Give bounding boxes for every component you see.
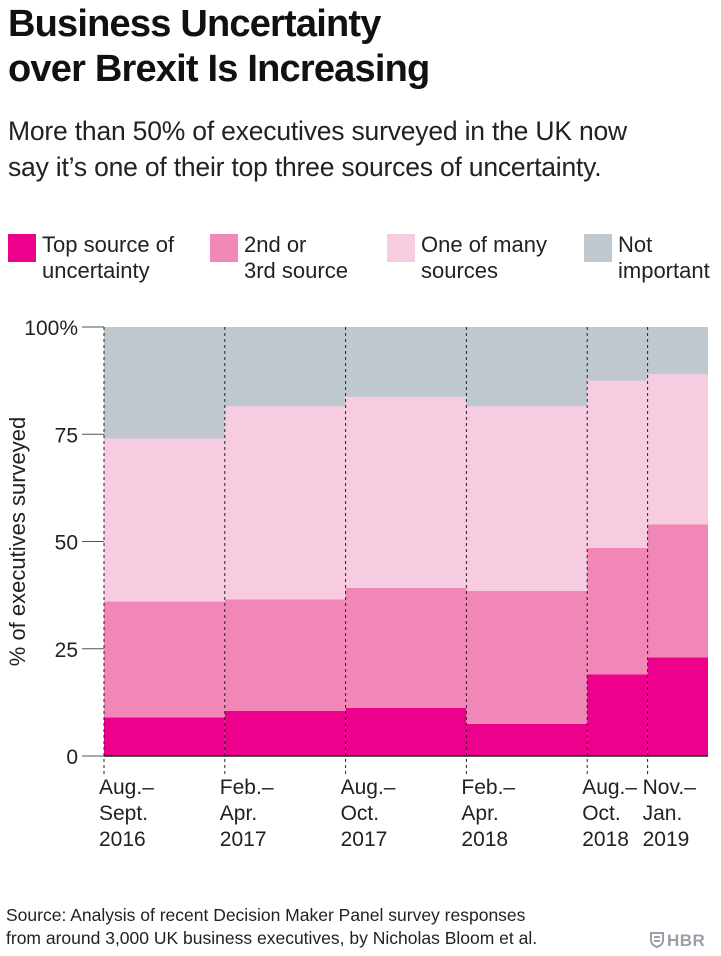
legend-label-line: One of many: [421, 232, 547, 257]
bar-segment-top-source-of-uncertainty: [466, 723, 588, 756]
legend-label-not-important: Not important: [618, 232, 710, 284]
bar-segment-not-important: [345, 327, 467, 397]
legend-label-line: sources: [421, 258, 499, 283]
bar-segment-one-of-many-sources: [345, 396, 467, 588]
legend-label-one-of-many: One of many sources: [421, 232, 547, 284]
chart-area: % of executives surveyed 0 25 50 75 100% Aug.–…: [0, 300, 721, 860]
title-line-2: over Brexit Is Increasing: [8, 48, 430, 90]
legend-swatch-2nd-3rd-source: [210, 234, 238, 262]
x-tick-label: Aug.–: [99, 776, 154, 799]
legend-label-line: uncertainty: [42, 258, 150, 283]
legend: Top source of uncertainty 2nd or 3rd sou…: [0, 232, 721, 292]
bar-segment-not-important: [466, 327, 588, 407]
x-tick-label: Feb.–: [461, 776, 515, 799]
bar-segment-not-important: [104, 327, 225, 439]
legend-swatch-one-of-many: [387, 234, 415, 262]
y-axis-title: % of executives surveyed: [5, 417, 30, 666]
legend-label-line: important: [618, 258, 710, 283]
bar-segment-2nd-or-3rd-source: [587, 547, 648, 675]
hbr-logo: HBR: [650, 931, 705, 951]
legend-label-line: Top source of: [42, 232, 175, 257]
chart-title: Business Uncertainty over Brexit Is Incr…: [8, 2, 708, 92]
chart-subtitle: More than 50% of executives surveyed in …: [8, 113, 720, 185]
legend-label-line: 2nd or: [244, 232, 307, 257]
source-note: Source: Analysis of recent Decision Make…: [6, 904, 646, 950]
bar-segment-2nd-or-3rd-source: [104, 601, 225, 718]
legend-label-2nd-3rd-source: 2nd or 3rd source: [244, 232, 348, 284]
brand-text: HBR: [667, 931, 706, 950]
x-tick-label: Oct.: [341, 802, 380, 825]
source-line-1: Source: Analysis of recent Decision Make…: [6, 905, 526, 925]
x-tick-label: Sept.: [99, 802, 148, 825]
x-tick-label: Apr.: [461, 802, 498, 825]
bar-segment-top-source-of-uncertainty: [587, 674, 648, 756]
x-tick-label: 2017: [341, 828, 388, 851]
y-tick-label: 50: [55, 532, 78, 555]
subtitle-line-2: say it’s one of their top three sources …: [8, 152, 602, 182]
subtitle-line-1: More than 50% of executives surveyed in …: [8, 116, 627, 146]
legend-label-line: Not: [618, 232, 653, 257]
x-tick-label: Oct.: [582, 802, 621, 825]
stacked-bar-chart: % of executives surveyed 0 25 50 75 100% Aug.–…: [5, 317, 708, 851]
bar-segment-one-of-many-sources: [587, 380, 648, 548]
legend-label-top-source: Top source of uncertainty: [42, 232, 174, 284]
bar-segment-one-of-many-sources: [647, 374, 708, 525]
title-line-1: Business Uncertainty: [8, 3, 381, 45]
x-tick-label: 2019: [643, 828, 690, 851]
bar-segment-top-source-of-uncertainty: [647, 657, 708, 756]
y-tick-label: 25: [55, 639, 78, 662]
bar-segment-not-important: [647, 327, 708, 375]
bar-segment-not-important: [224, 327, 346, 407]
x-tick-label: Jan.: [643, 802, 683, 825]
bar-segment-top-source-of-uncertainty: [104, 717, 225, 756]
bar-segment-one-of-many-sources: [224, 406, 346, 600]
bar-segment-2nd-or-3rd-source: [647, 524, 708, 658]
x-tick-label: 2017: [220, 828, 267, 851]
y-tick-label: 100%: [24, 317, 78, 340]
bar-segment-one-of-many-sources: [104, 438, 225, 602]
x-tick-label: Feb.–: [220, 776, 274, 799]
y-tick-label: 75: [55, 424, 78, 447]
bar-segment-not-important: [587, 327, 648, 381]
x-tick-label: 2018: [461, 828, 508, 851]
bar-segment-2nd-or-3rd-source: [224, 599, 346, 711]
y-tick-label: 0: [66, 746, 78, 769]
legend-swatch-not-important: [584, 234, 612, 262]
legend-label-line: 3rd source: [244, 258, 348, 283]
x-tick-label: Apr.: [220, 802, 257, 825]
x-tick-label: 2016: [99, 828, 146, 851]
bar-segment-top-source-of-uncertainty: [224, 710, 346, 756]
x-tick-label: Aug.–: [582, 776, 637, 799]
x-tick-label: Nov.–: [643, 776, 697, 799]
shield-icon: [650, 932, 664, 948]
source-line-2: from around 3,000 UK business executives…: [6, 928, 538, 948]
bar-segment-2nd-or-3rd-source: [345, 587, 467, 708]
x-tick-label: 2018: [582, 828, 629, 851]
bar-segment-2nd-or-3rd-source: [466, 590, 588, 724]
legend-swatch-top-source: [8, 234, 36, 262]
bar-segment-one-of-many-sources: [466, 406, 588, 591]
x-tick-label: Aug.–: [341, 776, 396, 799]
bar-segment-top-source-of-uncertainty: [345, 707, 467, 756]
